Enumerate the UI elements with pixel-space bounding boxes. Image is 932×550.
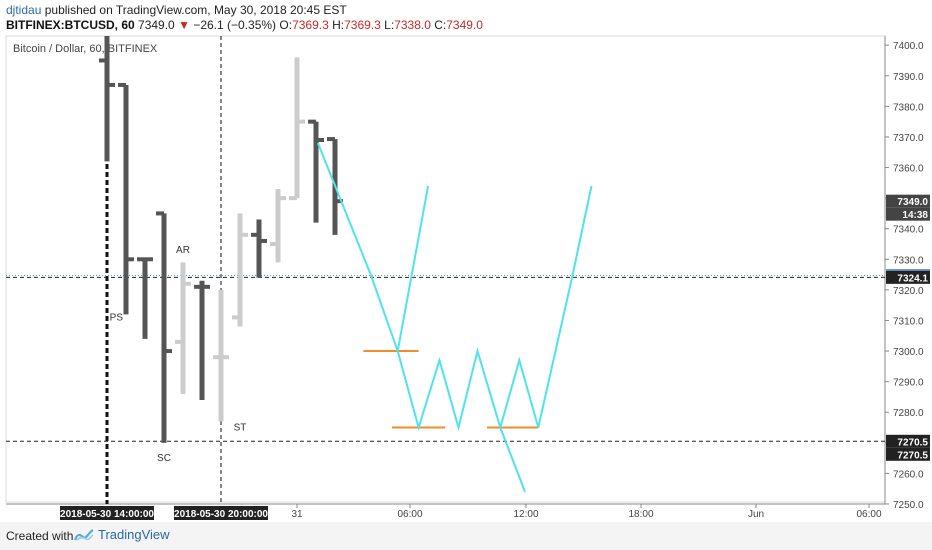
ohlc-bar[interactable] — [194, 280, 210, 400]
y-tick-label: 7400.0 — [893, 41, 924, 52]
date-label: 2018-05-30 14:00:00 — [60, 509, 154, 520]
y-tick-label: 7250.0 — [893, 500, 924, 511]
chart-header: djtidau published on TradingView.com, Ma… — [0, 0, 932, 36]
price-label: 7270.5 — [897, 450, 928, 461]
price-change: −26.1 (−0.35%) — [193, 18, 277, 32]
x-tick-label: 06:00 — [397, 509, 422, 520]
high-value: 7369.3 — [344, 18, 381, 32]
y-tick-label: 7380.0 — [893, 102, 924, 113]
footer-bar: Created with TradingView — [0, 522, 932, 550]
price-label: 14:38 — [902, 210, 928, 221]
low-value: 7338.0 — [394, 18, 431, 32]
x-tick-label: 18:00 — [628, 509, 653, 520]
y-tick-label: 7330.0 — [893, 255, 924, 266]
close-label: C: — [434, 18, 447, 32]
symbol-line: BITFINEX:BTCUSD, 60 7349.0 ▼ −26.1 (−0.3… — [6, 18, 483, 32]
ohlc-bar[interactable] — [137, 257, 153, 339]
price-label: 7349.0 — [897, 197, 928, 208]
price-label-box — [886, 434, 930, 448]
ohlc-bar[interactable] — [99, 36, 115, 162]
y-tick-label: 7260.0 — [893, 469, 924, 480]
x-tick-label: 31 — [291, 509, 303, 520]
x-tick-label: 06:00 — [856, 509, 881, 520]
ohlc-bar[interactable] — [175, 262, 191, 394]
high-label: H: — [332, 18, 345, 32]
price-label-box — [886, 447, 930, 461]
open-label: O: — [279, 18, 293, 32]
date-label: 2018-05-30 20:00:00 — [174, 509, 268, 520]
y-tick-label: 7370.0 — [893, 133, 924, 144]
x-tick-label: 12:00 — [513, 509, 538, 520]
price-chart[interactable]: Bitcoin / Dollar, 60, BITFINEX PSARSCST … — [0, 0, 932, 522]
y-tick-label: 7340.0 — [893, 225, 924, 236]
y-tick-label: 7300.0 — [893, 347, 924, 358]
x-tick-label: Jun — [748, 509, 764, 520]
ohlc-bar[interactable] — [156, 211, 172, 443]
ohlc-bar[interactable] — [270, 188, 286, 263]
wyckoff-label: SC — [157, 453, 171, 464]
price-label-box — [886, 207, 930, 221]
ohlc-bar[interactable] — [308, 119, 324, 223]
y-tick-label: 7390.0 — [893, 72, 924, 83]
plot-area-frame — [5, 35, 886, 503]
symbol-name[interactable]: BITFINEX:BTCUSD, 60 — [6, 18, 135, 32]
created-with-text: Created with — [6, 529, 74, 543]
wyckoff-label: PS — [110, 312, 124, 323]
tradingview-name: TradingView — [98, 527, 170, 542]
projection-path[interactable] — [316, 142, 593, 432]
author-link[interactable]: djtidau — [6, 3, 42, 17]
date-label-box — [60, 506, 154, 520]
y-tick-label: 7360.0 — [893, 164, 924, 175]
ohlc-bar[interactable] — [289, 57, 305, 201]
date-label-box — [174, 506, 268, 520]
wyckoff-label: ST — [234, 423, 247, 434]
price-label-box — [886, 194, 930, 208]
tradingview-logo-icon — [74, 528, 94, 541]
y-tick-label: 7280.0 — [893, 408, 924, 419]
publish-line: djtidau published on TradingView.com, Ma… — [6, 3, 347, 17]
ohlc-bar[interactable] — [251, 219, 267, 278]
low-label: L: — [384, 18, 395, 32]
ohlc-bar[interactable] — [118, 82, 134, 315]
open-value: 7369.3 — [292, 18, 329, 32]
price-label-box — [886, 270, 930, 284]
projection-branch[interactable] — [499, 427, 526, 493]
published-text: published on TradingView.com, May 30, 20… — [44, 3, 347, 17]
last-price: 7349.0 — [138, 18, 175, 32]
y-tick-label: 7290.0 — [893, 378, 924, 389]
y-tick-label: 7320.0 — [893, 286, 924, 297]
series-legend: Bitcoin / Dollar, 60, BITFINEX — [13, 43, 158, 55]
price-label: 7324.1 — [897, 273, 928, 284]
wyckoff-label: AR — [176, 245, 190, 256]
close-value: 7349.0 — [446, 18, 483, 32]
y-tick-label: 7310.0 — [893, 316, 924, 327]
ohlc-bar[interactable] — [232, 213, 248, 327]
tradingview-brand[interactable]: TradingView — [74, 527, 170, 542]
down-arrow-icon: ▼ — [178, 18, 190, 32]
ohlc-bar[interactable] — [213, 289, 229, 422]
price-label: 7270.5 — [897, 437, 928, 448]
